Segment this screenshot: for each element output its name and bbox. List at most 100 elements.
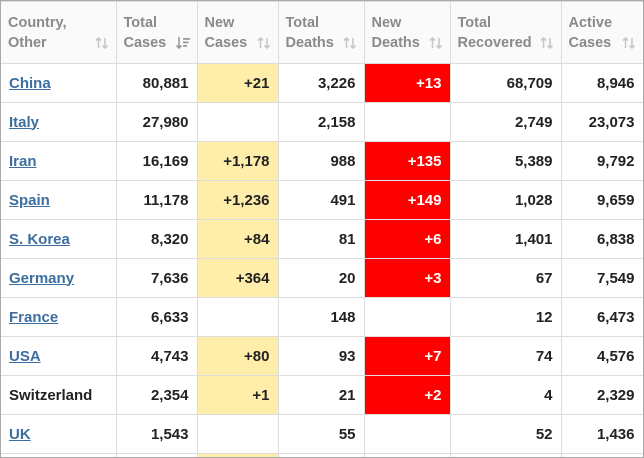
country-link[interactable]: Germany	[9, 269, 75, 287]
total-recovered-cell: 2,749	[449, 102, 562, 142]
total-deaths-cell: 20	[277, 258, 365, 298]
table-row: France 6,633 148 12 6,473	[1, 297, 643, 337]
new-cases-cell: +84	[196, 219, 279, 259]
total-recovered-cell: 1,401	[449, 219, 562, 259]
country-cell: Italy	[1, 102, 117, 142]
total-recovered-cell: 1,028	[449, 180, 562, 220]
total-cases-cell: 80,881	[115, 63, 198, 103]
country-link[interactable]: USA	[9, 347, 41, 365]
total-deaths-cell: 988	[277, 141, 365, 181]
new-deaths-cell: +6	[363, 219, 451, 259]
country-link[interactable]: Spain	[9, 191, 50, 209]
partial-cell	[1, 453, 117, 457]
partial-cell	[560, 453, 643, 457]
new-deaths-cell: +2	[363, 375, 451, 415]
column-header-label: Total Cases	[123, 14, 167, 51]
column-header-label: Active Cases	[568, 14, 613, 51]
total-deaths-cell: 2,158	[277, 102, 365, 142]
active-cases-cell: 9,792	[560, 141, 643, 181]
new-deaths-cell: +135	[363, 141, 451, 181]
column-header-country-other[interactable]: Country, Other	[1, 1, 117, 64]
country-cell: USA	[1, 336, 117, 376]
total-cases-cell: 4,743	[115, 336, 198, 376]
country-link[interactable]: S. Korea	[9, 230, 70, 248]
country-link[interactable]: UK	[9, 425, 31, 443]
table-header-row: Country, Other Total Cases New Cases Total …	[1, 1, 643, 64]
table-row: S. Korea 8,320 +84 81 +6 1,401 6,838	[1, 219, 643, 259]
table-row-partial	[1, 453, 643, 457]
total-cases-cell: 7,636	[115, 258, 198, 298]
column-header-label: Total Deaths	[285, 14, 334, 51]
new-cases-cell: +80	[196, 336, 279, 376]
sort-arrows-icon[interactable]	[621, 35, 637, 51]
country-link[interactable]: China	[9, 74, 51, 92]
total-recovered-cell: 67	[449, 258, 562, 298]
table-row: USA 4,743 +80 93 +7 74 4,576	[1, 336, 643, 376]
active-cases-cell: 23,073	[560, 102, 643, 142]
total-deaths-cell: 55	[277, 414, 365, 454]
country-cell: Spain	[1, 180, 117, 220]
active-cases-cell: 7,549	[560, 258, 643, 298]
total-cases-cell: 1,543	[115, 414, 198, 454]
table-row: China 80,881 +21 3,226 +13 68,709 8,946	[1, 63, 643, 103]
column-header-new-deaths[interactable]: New Deaths	[363, 1, 451, 64]
total-cases-cell: 6,633	[115, 297, 198, 337]
total-deaths-cell: 3,226	[277, 63, 365, 103]
country-name: Switzerland	[9, 386, 93, 404]
table-row: Spain 11,178 +1,236 491 +149 1,028 9,659	[1, 180, 643, 220]
partial-cell	[449, 453, 562, 457]
new-cases-cell	[196, 297, 279, 337]
sort-arrows-icon[interactable]	[342, 35, 358, 51]
new-cases-cell: +21	[196, 63, 279, 103]
new-cases-cell: +1,178	[196, 141, 279, 181]
country-link[interactable]: Iran	[9, 152, 37, 170]
new-deaths-cell	[363, 414, 451, 454]
table-row: Iran 16,169 +1,178 988 +135 5,389 9,792	[1, 141, 643, 181]
partial-cell	[363, 453, 451, 457]
column-header-total-recovered[interactable]: Total Recovered	[449, 1, 562, 64]
country-cell: Switzerland	[1, 375, 117, 415]
table-row: UK 1,543 55 52 1,436	[1, 414, 643, 454]
partial-cell	[115, 453, 198, 457]
column-header-active-cases[interactable]: Active Cases	[560, 1, 643, 64]
sort-arrows-icon[interactable]	[539, 35, 555, 51]
sort-arrows-icon[interactable]	[428, 35, 444, 51]
active-cases-cell: 2,329	[560, 375, 643, 415]
country-cell: UK	[1, 414, 117, 454]
active-cases-cell: 6,838	[560, 219, 643, 259]
active-cases-cell: 9,659	[560, 180, 643, 220]
country-link[interactable]: France	[9, 308, 59, 326]
total-deaths-cell: 81	[277, 219, 365, 259]
new-deaths-cell: +3	[363, 258, 451, 298]
total-deaths-cell: 93	[277, 336, 365, 376]
total-deaths-cell: 491	[277, 180, 365, 220]
new-cases-cell: +1	[196, 375, 279, 415]
total-cases-cell: 8,320	[115, 219, 198, 259]
country-link[interactable]: Italy	[9, 113, 40, 131]
column-header-label: Total Recovered	[457, 14, 532, 51]
sort-arrows-icon[interactable]	[94, 35, 110, 51]
partial-cell	[277, 453, 365, 457]
column-header-label: Country, Other	[8, 14, 67, 51]
total-recovered-cell: 5,389	[449, 141, 562, 181]
sort-descending-icon[interactable]	[175, 35, 191, 51]
column-header-total-deaths[interactable]: Total Deaths	[277, 1, 365, 64]
total-cases-cell: 11,178	[115, 180, 198, 220]
country-cell: S. Korea	[1, 219, 117, 259]
new-deaths-cell	[363, 102, 451, 142]
total-cases-cell: 27,980	[115, 102, 198, 142]
new-deaths-cell: +7	[363, 336, 451, 376]
country-cell: Germany	[1, 258, 117, 298]
new-deaths-cell: +149	[363, 180, 451, 220]
column-header-label: New Cases	[204, 14, 248, 51]
column-header-total-cases[interactable]: Total Cases	[115, 1, 198, 64]
new-cases-cell	[196, 414, 279, 454]
active-cases-cell: 1,436	[560, 414, 643, 454]
partial-cell	[196, 453, 279, 457]
column-header-new-cases[interactable]: New Cases	[196, 1, 279, 64]
sort-arrows-icon[interactable]	[256, 35, 272, 51]
total-recovered-cell: 68,709	[449, 63, 562, 103]
table-body: China 80,881 +21 3,226 +13 68,709 8,946 Italy 27…	[1, 63, 643, 457]
new-cases-cell: +1,236	[196, 180, 279, 220]
